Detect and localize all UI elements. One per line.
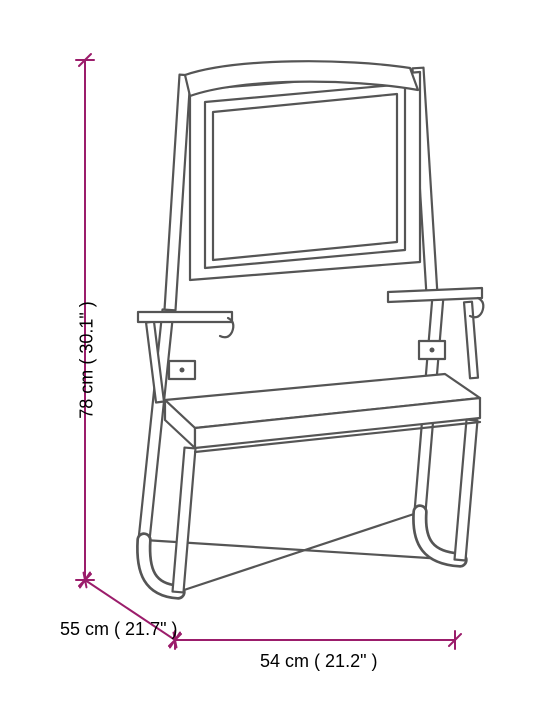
dim-depth-metric: 55 cm [60,619,109,639]
dim-width-imperial: ( 21.2" ) [314,651,377,671]
dim-width-label: 54 cm ( 21.2" ) [260,650,377,673]
diagram-stage: 78 cm ( 30.1" ) 55 cm ( 21.7" ) 54 cm ( … [0,0,540,720]
dim-depth-label: 55 cm ( 21.7" ) [60,618,177,641]
dim-height-imperial: ( 30.1" ) [76,301,96,364]
dim-height-metric: 78 cm [76,370,96,419]
dim-height-label: 78 cm ( 30.1" ) [75,301,98,418]
dim-depth-imperial: ( 21.7" ) [114,619,177,639]
chair-drawing [138,61,483,592]
dim-width-metric: 54 cm [260,651,309,671]
